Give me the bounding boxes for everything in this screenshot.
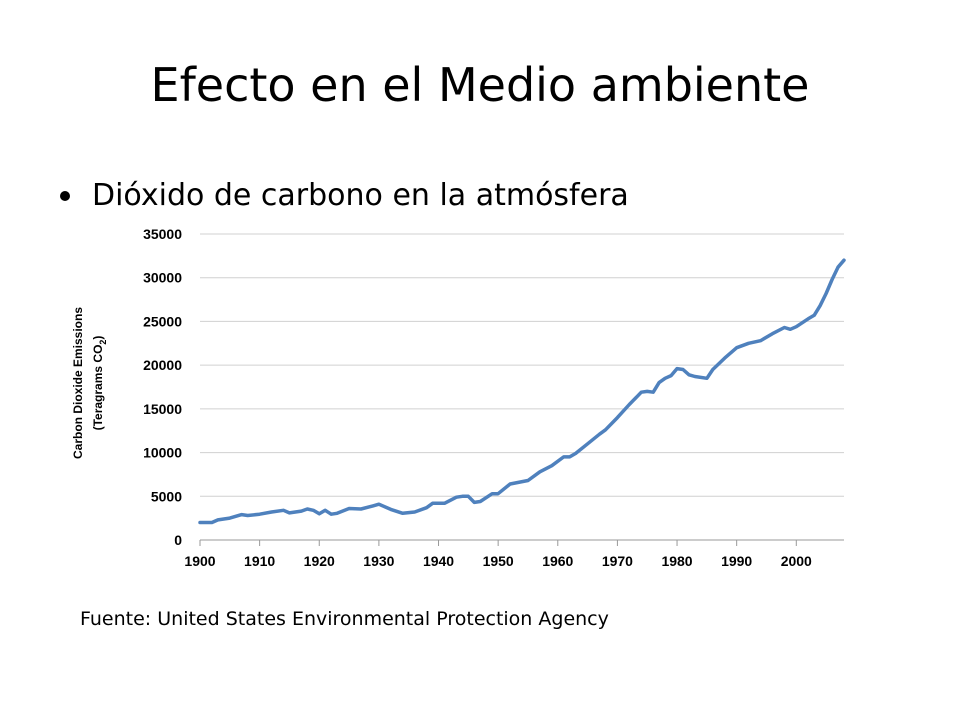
x-tick-label: 2000 bbox=[781, 553, 812, 569]
y-axis-ticks: 0 5000 10000 15000 20000 25000 30000 35000 bbox=[143, 226, 182, 548]
y-tick-label: 30000 bbox=[143, 270, 182, 286]
y-axis-label-end: ) bbox=[91, 336, 105, 340]
bullet-text: Dióxido de carbono en la atmósfera bbox=[92, 178, 629, 213]
co2-emissions-chart: 0 5000 10000 15000 20000 25000 30000 35000 1900… bbox=[71, 226, 846, 569]
x-tick-label: 1960 bbox=[542, 553, 573, 569]
x-tick-label: 1980 bbox=[661, 553, 692, 569]
bullet-item: Dióxido de carbono en la atmósfera bbox=[60, 178, 629, 214]
x-tick-label: 1920 bbox=[304, 553, 335, 569]
x-tick-label: 1930 bbox=[363, 553, 394, 569]
y-tick-label: 35000 bbox=[143, 226, 182, 242]
x-tick-label: 1990 bbox=[721, 553, 752, 569]
y-tick-label: 25000 bbox=[143, 313, 182, 329]
y-tick-label: 0 bbox=[174, 532, 182, 548]
y-tick-label: 20000 bbox=[143, 357, 182, 373]
y-axis-label-line2: (Teragrams CO2) bbox=[91, 336, 108, 431]
y-tick-label: 10000 bbox=[143, 445, 182, 461]
x-axis-ticks: 1900 1910 1920 1930 1940 1950 1960 1970 1980 1990… bbox=[184, 540, 812, 569]
x-tick-label: 1910 bbox=[244, 553, 275, 569]
x-tick-label: 1970 bbox=[602, 553, 633, 569]
y-tick-label: 5000 bbox=[151, 488, 182, 504]
emissions-series-line bbox=[198, 258, 846, 525]
x-tick-label: 1950 bbox=[483, 553, 514, 569]
y-axis-label-line1: Carbon Dioxide Emissions bbox=[71, 307, 85, 459]
grid-lines bbox=[200, 233, 844, 541]
y-axis-label-subscript: 2 bbox=[98, 340, 108, 345]
x-tick-label: 1900 bbox=[184, 553, 215, 569]
y-axis-label-main: (Teragrams CO bbox=[91, 345, 105, 431]
slide-title: Efecto en el Medio ambiente bbox=[150, 58, 810, 112]
x-tick-label: 1940 bbox=[423, 553, 454, 569]
source-citation: Fuente: United States Environmental Prot… bbox=[80, 608, 609, 630]
bullet-dot bbox=[60, 191, 70, 201]
series-layer bbox=[198, 258, 846, 525]
y-tick-label: 15000 bbox=[143, 401, 182, 417]
